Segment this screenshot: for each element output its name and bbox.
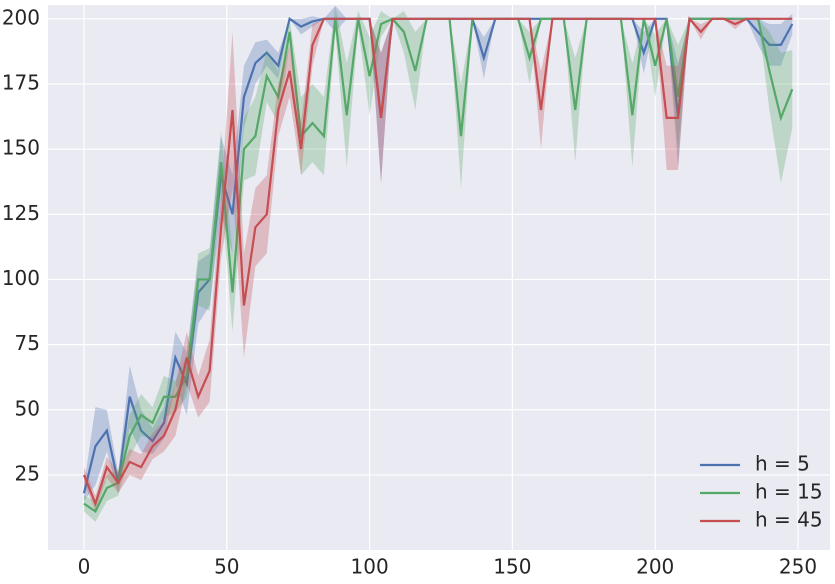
confidence-band xyxy=(83,5,793,522)
y-tick-label: 125 xyxy=(2,201,40,225)
legend-label: h = 15 xyxy=(755,480,823,504)
x-tick-label: 100 xyxy=(351,555,389,579)
y-tick-label: 150 xyxy=(2,136,40,160)
y-tick-label: 200 xyxy=(2,5,40,29)
x-tick-label: 0 xyxy=(78,555,91,579)
plot-area xyxy=(48,5,830,550)
x-tick-label: 200 xyxy=(636,555,674,579)
x-tick-label: 250 xyxy=(779,555,817,579)
y-tick-label: 100 xyxy=(2,266,40,290)
y-tick-label: 75 xyxy=(15,331,40,355)
x-tick-label: 50 xyxy=(214,555,239,579)
series-line xyxy=(82,16,793,507)
y-tick-label: 50 xyxy=(15,396,40,420)
y-tick-label: 25 xyxy=(15,461,40,485)
x-tick-label: 150 xyxy=(493,555,531,579)
legend-label: h = 45 xyxy=(755,508,823,532)
legend-label: h = 5 xyxy=(755,452,810,476)
y-tick-label: 175 xyxy=(2,70,40,94)
